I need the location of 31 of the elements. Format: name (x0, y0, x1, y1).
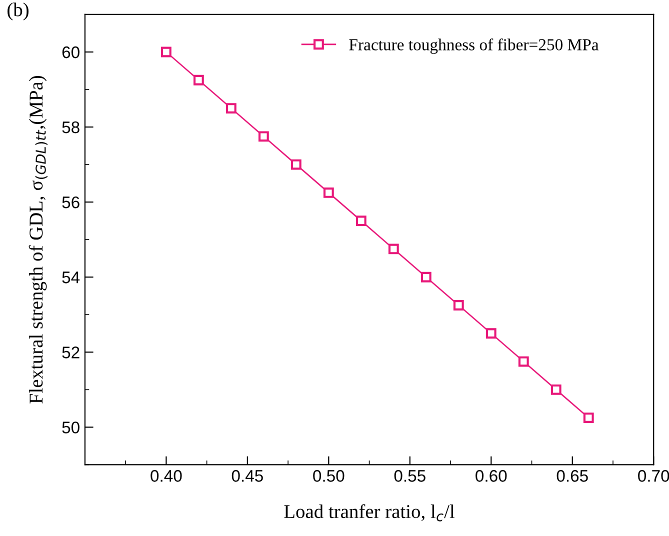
x-tick-label: 0.60 (476, 470, 507, 482)
x-tick-label: 0.65 (556, 470, 588, 482)
y-tick-label: 50 (62, 422, 80, 434)
point (258, 131, 269, 142)
x-tick-label: 0.45 (232, 470, 263, 482)
point (453, 300, 464, 310)
legend-label: Fracture toughness of fiber=250 MPa (349, 38, 599, 54)
x-tick-label: 0.70 (638, 470, 669, 482)
x-tick-label: 0.40 (150, 470, 182, 482)
point (323, 187, 334, 198)
point (583, 412, 594, 424)
y-tick-label: 52 (62, 346, 80, 358)
point (518, 356, 529, 367)
x-tick-label: 0.50 (313, 470, 344, 482)
x-axis-title: Load tranfer ratio, l$_{c}$/l (284, 504, 454, 522)
point (550, 384, 562, 395)
point (420, 272, 432, 282)
point (226, 103, 236, 114)
chart-title: (b) (8, 2, 29, 20)
x-tick-label: 0.55 (394, 470, 426, 482)
y-axis-title: Flextural strength of GDL, σ$_{(GDL)tt}$,(MPa) (28, 76, 48, 404)
point (486, 328, 496, 339)
point (388, 244, 399, 254)
y-tick-label: 54 (62, 272, 80, 284)
point (290, 159, 302, 170)
y-tick-label: 56 (62, 196, 80, 208)
point (193, 74, 204, 86)
y-tick-label: 60 (62, 46, 80, 58)
point (356, 216, 366, 226)
y-tick-label: 58 (62, 121, 80, 134)
point (160, 46, 172, 58)
